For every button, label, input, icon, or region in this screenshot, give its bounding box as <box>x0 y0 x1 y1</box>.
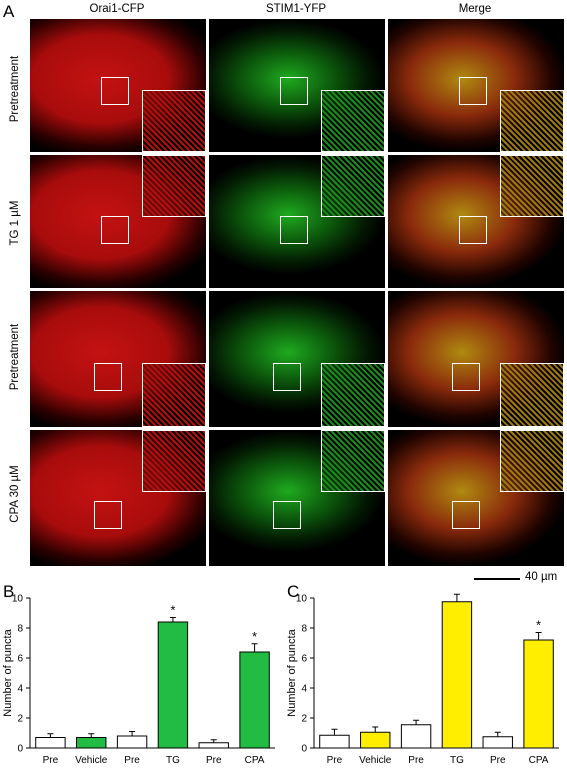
roi-box <box>280 77 308 105</box>
chart-c-y-tick-label: 0 <box>301 744 307 755</box>
chart-b-y-tick-label: 6 <box>17 654 23 665</box>
chart-b-category-label: Pre <box>124 755 140 766</box>
chart-b-significance-mark: * <box>170 603 175 618</box>
chart-c-y-tick-label: 6 <box>301 654 307 665</box>
row-label-pretreatment-1: Pretreatment <box>9 55 21 123</box>
micrograph-cpa-stim1 <box>209 430 385 566</box>
chart-b-bar <box>35 737 66 749</box>
roi-box <box>94 363 122 391</box>
bar-chart-c: 0 2 4 6 8 10 Number of puncta Pre Vehicle Pre * TG P… <box>286 588 559 766</box>
roi-box <box>280 216 308 244</box>
chart-b-y-tick-label: 8 <box>17 624 23 635</box>
chart-b-bar <box>116 735 148 749</box>
chart-b-bar <box>239 651 270 749</box>
chart-b-bar <box>198 742 229 749</box>
column-header-stim1: STIM1-YFP <box>265 3 327 15</box>
zoom-inset <box>321 430 385 492</box>
chart-b-category-label: CPA <box>245 755 265 766</box>
zoom-inset <box>321 363 385 427</box>
row-label-cpa: CPA 30 µM <box>9 465 21 523</box>
chart-c-category-label: CPA <box>529 755 549 766</box>
chart-b-category-label: TG <box>166 755 180 766</box>
micrograph-pretreat2-orai1 <box>30 291 206 427</box>
chart-c-y-tick-label: 4 <box>301 684 307 695</box>
chart-c-category-label: Pre <box>490 755 506 766</box>
chart-b-significance-mark: * <box>252 629 257 644</box>
zoom-inset <box>142 430 206 492</box>
zoom-inset <box>142 90 206 152</box>
micrograph-cpa-orai1 <box>30 430 206 566</box>
row-label-pretreatment-2: Pretreatment <box>9 323 21 391</box>
chart-c-significance-mark: * <box>454 588 459 594</box>
chart-c-bar <box>441 601 473 749</box>
roi-box <box>273 363 301 391</box>
panel-b-letter: B <box>3 582 15 601</box>
chart-c-y-axis-label: Number of puncta <box>286 628 298 716</box>
chart-c-category-label: TG <box>450 755 464 766</box>
chart-c-bar <box>360 731 391 749</box>
chart-c-significance-mark: * <box>536 618 541 633</box>
roi-box <box>459 216 487 244</box>
zoom-inset <box>142 155 206 217</box>
zoom-inset <box>321 90 385 152</box>
roi-box <box>452 501 480 529</box>
zoom-inset <box>500 90 564 152</box>
roi-box <box>101 216 129 244</box>
chart-b-category-label: Vehicle <box>75 755 108 766</box>
chart-c-y-tick-label: 10 <box>296 594 308 605</box>
chart-b-y-tick-label: 4 <box>17 684 23 695</box>
chart-c-y-tick-label: 8 <box>301 624 307 635</box>
chart-b-y-axis-label: Number of puncta <box>2 628 14 716</box>
micrograph-pretreat1-merge <box>388 19 564 152</box>
column-header-merge: Merge <box>458 3 492 15</box>
chart-c-bar <box>482 736 513 749</box>
micrograph-tg-orai1 <box>30 155 206 288</box>
zoom-inset <box>500 430 564 492</box>
chart-c-y-tick-label: 2 <box>301 714 307 725</box>
chart-b-y-tick-label: 2 <box>17 714 23 725</box>
roi-box <box>101 77 129 105</box>
zoom-inset <box>321 155 385 217</box>
micrograph-cpa-merge <box>388 430 564 566</box>
zoom-inset <box>142 363 206 427</box>
zoom-inset <box>500 363 564 427</box>
micrograph-pretreat2-merge <box>388 291 564 427</box>
scale-bar-label: 40 µm <box>525 571 558 583</box>
chart-b-y-tick-label: 0 <box>17 744 23 755</box>
chart-c-bar <box>400 724 432 749</box>
roi-box <box>452 363 480 391</box>
chart-c-bar <box>523 639 554 749</box>
micrograph-pretreat2-stim1 <box>209 291 385 427</box>
chart-b-y-tick-label: 10 <box>12 594 24 605</box>
chart-c-category-label: Pre <box>408 755 424 766</box>
chart-c-category-label: Vehicle <box>359 755 392 766</box>
micrograph-tg-merge <box>388 155 564 288</box>
micrograph-pretreat1-stim1 <box>209 19 385 152</box>
chart-c-bar <box>319 734 350 749</box>
roi-box <box>94 501 122 529</box>
panel-c-letter: C <box>287 582 300 601</box>
roi-box <box>273 501 301 529</box>
zoom-inset <box>500 155 564 217</box>
chart-b-bar <box>157 621 189 749</box>
chart-b-category-label: Pre <box>43 755 59 766</box>
scale-bar <box>474 578 520 580</box>
panel-a-letter: A <box>3 2 15 21</box>
roi-box <box>459 77 487 105</box>
micrograph-pretreat1-orai1 <box>30 19 206 152</box>
chart-b-bar <box>76 737 107 749</box>
column-header-orai1: Orai1-CFP <box>89 3 145 15</box>
bar-chart-b: 0 2 4 6 8 10 Number of puncta Pre Vehicle Pre * TG P… <box>2 594 275 766</box>
row-label-tg: TG 1 µM <box>9 200 21 246</box>
micrograph-tg-stim1 <box>209 155 385 288</box>
chart-c-category-label: Pre <box>327 755 343 766</box>
chart-b-category-label: Pre <box>206 755 222 766</box>
